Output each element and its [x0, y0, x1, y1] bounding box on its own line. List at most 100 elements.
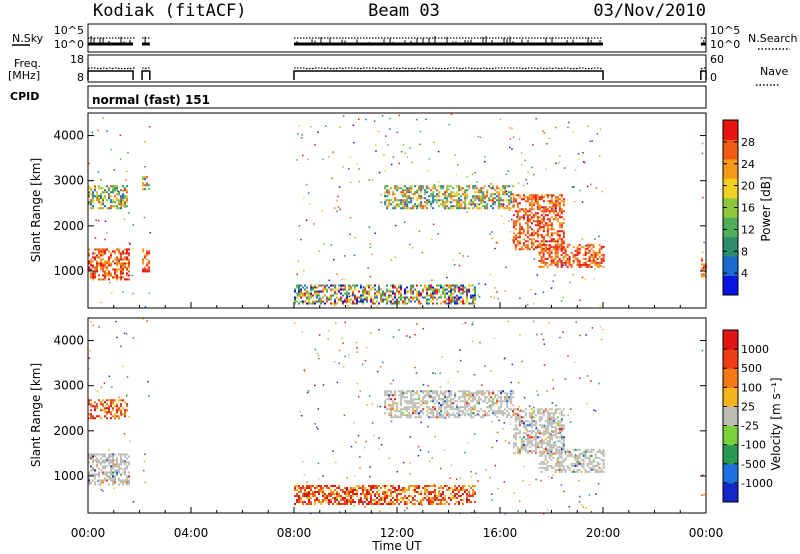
velocity-noise-cell — [444, 417, 447, 419]
power-cell — [582, 257, 585, 260]
power-cell — [494, 189, 497, 192]
velocity-cell — [418, 396, 421, 399]
power-noise-cell — [426, 169, 429, 172]
power-cell — [116, 268, 118, 271]
velocity-cell — [478, 398, 481, 401]
power-cell — [386, 207, 389, 210]
nave-trace-dot — [700, 67, 703, 70]
power-cell — [114, 272, 116, 275]
power-noise-cell — [584, 278, 586, 281]
power-cell — [406, 207, 409, 210]
power-cell — [556, 245, 559, 248]
power-cell — [94, 252, 96, 255]
velocity-cell — [556, 468, 559, 471]
velocity-cell — [452, 408, 455, 411]
power-cell — [408, 300, 410, 303]
velocity-noise-cell — [301, 331, 304, 333]
velocity-cell — [112, 463, 114, 466]
velocity-cell — [398, 394, 401, 397]
power-cell — [424, 296, 426, 299]
power-cell — [486, 207, 489, 210]
velocity-cell — [376, 503, 378, 506]
power-cell — [338, 298, 340, 301]
power-cell — [516, 210, 519, 213]
power-noise-cell — [546, 240, 548, 243]
power-cell — [454, 296, 456, 299]
power-noise-cell — [582, 152, 584, 154]
power-cell — [436, 290, 438, 293]
power-noise-cell — [144, 166, 146, 168]
velocity-noise-cell — [303, 369, 306, 371]
velocity-noise-cell — [552, 431, 555, 433]
power-cell — [558, 234, 561, 237]
power-cell — [510, 191, 513, 194]
velocity-cell — [562, 464, 565, 467]
power-cell — [438, 290, 440, 293]
power-cell — [316, 294, 318, 297]
power-cell — [440, 284, 442, 287]
power-cell — [554, 206, 557, 209]
velocity-cell — [456, 408, 459, 411]
power-noise-cell — [466, 176, 468, 178]
power-cell — [92, 272, 94, 275]
power-cell — [452, 300, 454, 303]
velocity-cell — [402, 497, 404, 500]
velocity-cell — [450, 402, 453, 405]
power-cell — [556, 259, 559, 262]
velocity-cell — [324, 495, 326, 498]
velocity-cell — [120, 467, 122, 470]
power-noise-cell — [349, 181, 352, 184]
power-cell — [598, 251, 601, 254]
power-cell — [416, 292, 418, 295]
velocity-cell — [432, 410, 435, 413]
velocity-noise-cell — [406, 335, 408, 337]
velocity-cell — [468, 398, 471, 401]
velocity-cell — [476, 390, 479, 393]
velocity-cell — [456, 416, 459, 419]
power-noise-cell — [328, 279, 330, 282]
velocity-cell — [486, 406, 489, 409]
power-cell — [378, 302, 380, 305]
velocity-noise-cell — [314, 423, 316, 425]
velocity-cell — [294, 503, 296, 506]
power-noise-cell — [581, 238, 584, 240]
power-cell — [400, 294, 402, 297]
power-cell — [92, 197, 94, 200]
velocity-noise-cell — [414, 333, 416, 336]
power-cell — [542, 208, 545, 211]
velocity-noise-cell — [306, 391, 309, 394]
velocity-cell — [562, 446, 565, 449]
power-noise-cell — [535, 247, 537, 250]
velocity-noise-cell — [125, 395, 128, 397]
velocity-cell — [418, 501, 420, 504]
power-cell — [430, 201, 433, 204]
power-cell — [472, 185, 475, 188]
power-noise-cell — [352, 124, 355, 127]
power-cell — [394, 300, 396, 303]
velocity-cell — [600, 458, 603, 461]
power-cell — [560, 249, 563, 252]
velocity-cell — [302, 485, 304, 488]
power-cell — [408, 207, 411, 210]
velocity-cell — [342, 491, 344, 494]
velocity-cell — [98, 479, 100, 482]
power-cell — [338, 290, 340, 293]
power-cell — [536, 202, 539, 205]
velocity-noise-cell — [522, 465, 525, 468]
power-cell — [392, 284, 394, 287]
power-cell — [516, 242, 519, 245]
power-colorbar-tick-label: 28 — [741, 136, 755, 149]
power-cell — [468, 203, 471, 206]
power-cell — [548, 220, 551, 223]
velocity-cell — [458, 412, 461, 415]
velocity-cell — [118, 415, 120, 418]
power-cell — [436, 199, 439, 202]
velocity-cell — [302, 487, 304, 490]
power-cell — [460, 199, 463, 202]
velocity-cell — [108, 407, 110, 410]
power-cell — [404, 193, 407, 196]
velocity-cell — [506, 402, 509, 405]
velocity-cell — [550, 418, 553, 421]
velocity-cell — [538, 446, 541, 449]
power-cell — [436, 292, 438, 295]
